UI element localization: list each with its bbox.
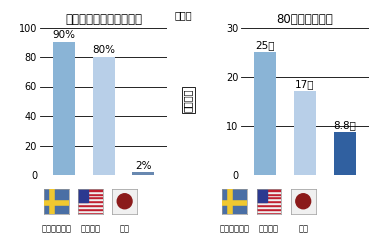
- Bar: [78, 202, 103, 204]
- Bar: [78, 196, 103, 198]
- Text: （本）: （本）: [175, 10, 193, 20]
- Text: 2%: 2%: [135, 161, 152, 171]
- Text: 17本: 17本: [295, 80, 315, 90]
- Text: アメリカ: アメリカ: [81, 224, 100, 233]
- Bar: [257, 202, 281, 204]
- Text: スウェーデン: スウェーデン: [41, 224, 71, 233]
- Bar: [254, 52, 276, 175]
- Text: 日本: 日本: [120, 224, 130, 233]
- Text: 残存歯数: 残存歯数: [183, 88, 193, 112]
- Text: アメリカ: アメリカ: [259, 224, 279, 233]
- Bar: [257, 192, 281, 194]
- Bar: [78, 189, 103, 191]
- Bar: [78, 191, 103, 192]
- Text: スウェーデン: スウェーデン: [220, 224, 250, 233]
- Title: 80歳時残存歯数: 80歳時残存歯数: [277, 13, 333, 26]
- Bar: [257, 194, 281, 196]
- Text: 80%: 80%: [92, 45, 115, 55]
- Bar: [257, 204, 281, 206]
- Bar: [78, 198, 103, 200]
- Bar: [257, 191, 281, 192]
- Bar: [78, 208, 103, 210]
- Bar: [78, 212, 103, 214]
- Bar: [78, 192, 103, 194]
- Text: 8.8本: 8.8本: [333, 120, 356, 130]
- Bar: [78, 189, 88, 202]
- Bar: [78, 194, 103, 196]
- Title: 欧米と日本の定期健診率: 欧米と日本の定期健診率: [65, 13, 142, 26]
- Bar: [334, 132, 356, 175]
- Circle shape: [117, 194, 132, 209]
- Bar: [93, 57, 114, 175]
- Text: 90%: 90%: [52, 30, 75, 40]
- Bar: [257, 196, 281, 198]
- Bar: [257, 210, 281, 212]
- Bar: [257, 189, 267, 202]
- Text: 25本: 25本: [255, 40, 275, 50]
- Bar: [78, 204, 103, 206]
- Bar: [78, 206, 103, 208]
- Bar: [257, 198, 281, 200]
- Bar: [257, 189, 281, 191]
- Bar: [78, 210, 103, 212]
- Bar: [257, 208, 281, 210]
- Bar: [257, 200, 281, 202]
- Bar: [133, 172, 154, 175]
- Bar: [53, 42, 75, 175]
- Bar: [257, 206, 281, 208]
- Bar: [294, 92, 316, 175]
- Circle shape: [296, 194, 310, 209]
- Text: 日本: 日本: [298, 224, 308, 233]
- Bar: [78, 200, 103, 202]
- Bar: [257, 212, 281, 214]
